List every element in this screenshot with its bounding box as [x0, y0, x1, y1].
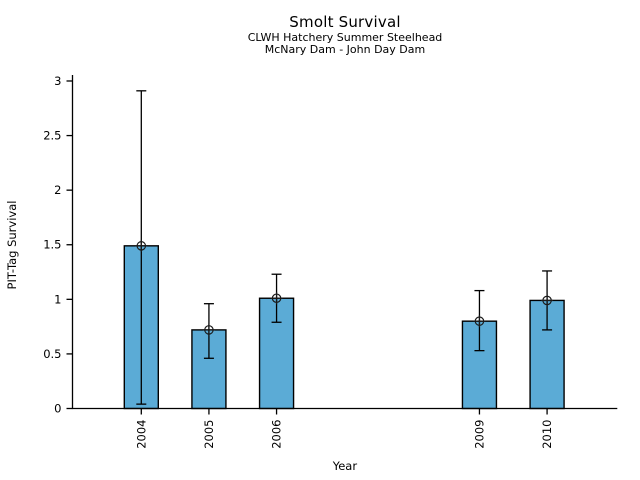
x-tick-label-2005: 2005 — [202, 420, 216, 449]
x-tick-label-2004: 2004 — [134, 420, 148, 449]
x-tick-label-2010: 2010 — [540, 420, 554, 449]
y-axis-label: PIT-Tag Survival — [5, 201, 19, 290]
chart-subtitle-line2: McNary Dam - John Day Dam — [264, 43, 426, 56]
y-tick-label-1: 1 — [54, 292, 61, 306]
y-tick-label-0.5: 0.5 — [43, 347, 61, 361]
x-tick-label-2006: 2006 — [270, 420, 284, 449]
point-marker-2010 — [542, 295, 552, 306]
y-tick-label-2: 2 — [54, 183, 61, 197]
y-tick-label-0: 0 — [54, 402, 61, 416]
chart-title: Smolt Survival — [289, 13, 401, 31]
point-marker-2005 — [204, 325, 214, 335]
y-tick-label-3: 3 — [54, 74, 61, 88]
point-marker-2006 — [271, 293, 282, 304]
point-marker-2004 — [136, 241, 147, 251]
y-tick-label-2.5: 2.5 — [43, 129, 61, 143]
x-tick-label-2009: 2009 — [472, 420, 486, 449]
chart-subtitle-line1: CLWH Hatchery Summer Steelhead — [247, 31, 443, 44]
y-tick-label-1.5: 1.5 — [43, 238, 61, 252]
point-marker-2009 — [474, 316, 485, 326]
x-axis-label: Year — [332, 459, 358, 473]
